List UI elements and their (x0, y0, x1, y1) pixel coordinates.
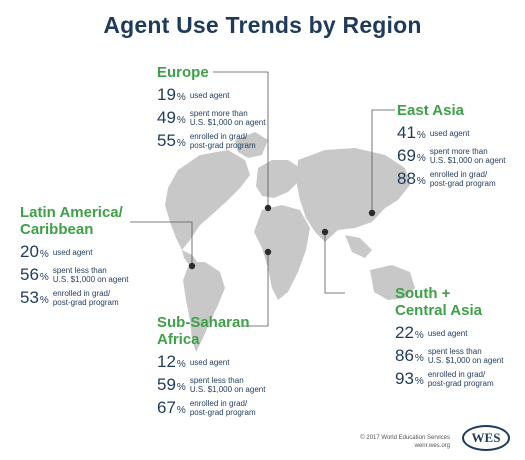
europe-leader-line (213, 71, 269, 208)
greenland-landmass (235, 132, 268, 158)
stat-used-agent: 41% used agent (397, 123, 470, 142)
wes-logo: WES (462, 425, 510, 451)
stat-used-agent: 20% used agent (20, 242, 93, 261)
sub-saharan-marker-dot (264, 248, 272, 256)
south-asia-leader-line (324, 232, 345, 294)
page-title: Agent Use Trends by Region (103, 12, 422, 38)
australia-landmass (370, 265, 415, 300)
stat-used-agent: 19% used agent (157, 85, 230, 104)
region-name: South + Central Asia (395, 285, 482, 319)
region-east-asia: East Asia 41% used agent 69% spent more … (397, 102, 505, 188)
region-name: Latin America/ Caribbean (20, 204, 123, 238)
sub-saharan-leader-line (242, 252, 269, 327)
stat-enrolled: 93% enrolled in grad/post-grad program (395, 369, 494, 389)
footer-credit: © 2017 World Education Services wenr.wes… (360, 434, 450, 450)
latin-america-leader-line (130, 221, 193, 266)
region-sub-saharan-africa: Sub-Saharan Africa 12% used agent 59% sp… (157, 314, 265, 417)
region-latin-america: Latin America/ Caribbean 20% used agent … (20, 204, 128, 307)
region-south-central-asia: South + Central Asia 22% used agent 86% … (395, 285, 503, 388)
africa-landmass (254, 205, 310, 300)
stat-spending: 49% spent more than U.S. $1,000 on agent (157, 108, 266, 128)
europe-marker-dot (264, 204, 272, 212)
region-europe: Europe 19% used agent 49% spent more tha… (157, 64, 265, 150)
region-name: East Asia (397, 102, 464, 119)
stat-spending: 69% spent more than U.S. $1,000 on agent (397, 146, 506, 166)
region-name: Europe (157, 64, 209, 81)
stat-enrolled: 67% enrolled in grad/post-grad program (157, 398, 256, 418)
stat-enrolled: 88% enrolled in grad/post-grad program (397, 169, 496, 189)
asia-landmass (296, 148, 410, 242)
stat-spending: 56% spent less than U.S. $1,000 on agent (20, 265, 129, 285)
europe-landmass (256, 160, 300, 198)
region-name: Sub-Saharan Africa (157, 314, 250, 348)
stat-used-agent: 22% used agent (395, 323, 468, 342)
latin-america-marker-dot (188, 262, 196, 270)
south-asia-marker-dot (321, 228, 329, 236)
south-america-landmass (183, 262, 225, 352)
copyright-text: © 2017 World Education Services (360, 435, 450, 441)
stat-spending: 59% spent less than U.S. $1,000 on agent (157, 375, 266, 395)
east-asia-marker-dot (368, 209, 376, 217)
stat-enrolled: 53% enrolled in grad/post-grad program (20, 288, 119, 308)
stat-used-agent: 12% used agent (157, 352, 230, 371)
east-asia-leader-line (371, 109, 395, 213)
stat-enrolled: 55% enrolled in grad/post-grad program (157, 131, 256, 151)
source-url: wenr.wes.org (414, 443, 450, 449)
southeast-asia-landmass (345, 235, 372, 258)
stat-spending: 86% spent less than U.S. $1,000 on agent (395, 346, 504, 366)
north-america-landmass (165, 150, 250, 250)
